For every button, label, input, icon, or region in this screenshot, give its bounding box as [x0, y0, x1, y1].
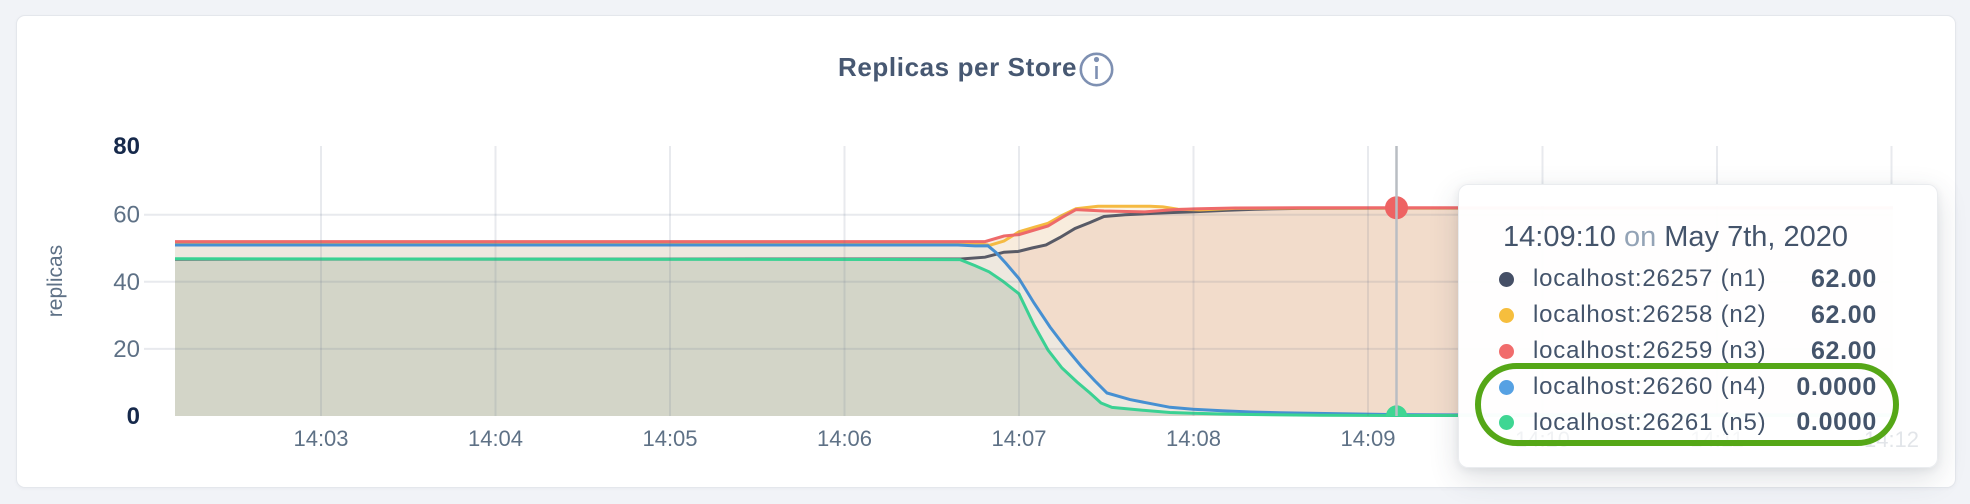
svg-text:replicas: replicas [44, 245, 67, 317]
svg-text:14:07: 14:07 [991, 426, 1046, 451]
svg-text:14:05: 14:05 [642, 426, 697, 451]
svg-text:14:03: 14:03 [293, 426, 348, 451]
svg-text:14:04: 14:04 [468, 426, 523, 451]
svg-text:20: 20 [113, 336, 140, 363]
svg-text:40: 40 [113, 269, 140, 296]
svg-text:80: 80 [113, 133, 140, 160]
svg-text:60: 60 [113, 202, 140, 229]
svg-text:14:09: 14:09 [1340, 426, 1395, 451]
svg-text:14:06: 14:06 [817, 426, 872, 451]
svg-text:14:08: 14:08 [1166, 426, 1221, 451]
svg-text:0: 0 [127, 403, 140, 430]
